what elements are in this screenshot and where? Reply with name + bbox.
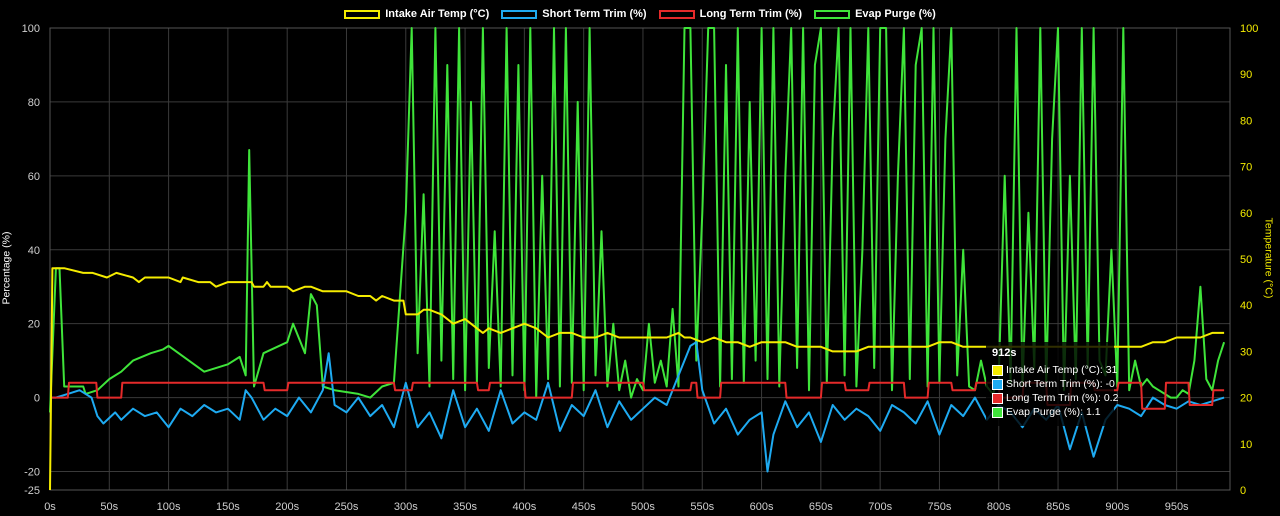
legend: Intake Air Temp (°C) Short Term Trim (%)… xyxy=(0,5,1280,23)
legend-item-short[interactable]: Short Term Trim (%) xyxy=(501,5,647,23)
x-tick-label: 950s xyxy=(1165,501,1189,513)
legend-label-long: Long Term Trim (%) xyxy=(699,8,803,20)
x-tick-label: 0s xyxy=(44,501,56,513)
y-tick-label: -25 xyxy=(24,485,40,497)
y2-tick-label: 40 xyxy=(1240,300,1252,312)
y2-axis-title: Temperature (°C) xyxy=(1262,217,1275,299)
y2-tick-label: 80 xyxy=(1240,115,1252,127)
y2-tick-label: 0 xyxy=(1240,485,1246,497)
legend-label-evap: Evap Purge (%) xyxy=(855,8,936,20)
tooltip-row-short: Short Term Trim (%): -0 xyxy=(992,377,1115,391)
y2-tick-label: 20 xyxy=(1240,393,1252,405)
y-tick-label: 60 xyxy=(28,171,40,183)
tooltip-swatch-intake xyxy=(992,364,1003,376)
x-tick-label: 850s xyxy=(1046,501,1070,513)
tooltip-row-long: Long Term Trim (%): 0.2 xyxy=(992,391,1118,405)
y2-tick-label: 50 xyxy=(1240,254,1252,266)
tooltip-text-short: Short Term Trim (%): -0 xyxy=(1006,378,1115,390)
tooltip-swatch-short xyxy=(992,378,1003,390)
x-tick-label: 650s xyxy=(809,501,833,513)
y-axis-left: -25 -20 0 20 40 60 80 100 xyxy=(22,23,40,497)
y-tick-label: 20 xyxy=(28,319,40,331)
plot-frame xyxy=(49,27,1231,491)
x-tick-label: 50s xyxy=(100,501,118,513)
tooltip-row-evap: Evap Purge (%): 1.1 xyxy=(992,405,1108,419)
x-tick-label: 150s xyxy=(216,501,240,513)
y2-tick-label: 100 xyxy=(1240,23,1258,35)
x-tick-label: 550s xyxy=(690,501,714,513)
x-tick-label: 250s xyxy=(335,501,359,513)
tooltip-row-intake: Intake Air Temp (°C): 31 xyxy=(992,363,1117,377)
y2-tick-label: 10 xyxy=(1240,439,1252,451)
y-tick-label: 40 xyxy=(28,245,40,257)
tooltip-title: 912s xyxy=(992,347,1017,359)
x-tick-label: 700s xyxy=(868,501,892,513)
y-axis-title: Percentage (%) xyxy=(0,231,13,305)
legend-item-intake[interactable]: Intake Air Temp (°C) xyxy=(344,5,489,23)
legend-label-short: Short Term Trim (%) xyxy=(542,8,647,20)
x-axis: 0s 50s 100s 150s 200s 250s 300s 350s 400s 450s 500… xyxy=(44,501,1189,513)
y2-tick-label: 60 xyxy=(1240,208,1252,220)
legend-swatch-long xyxy=(658,9,695,19)
tooltip-text-evap: Evap Purge (%): 1.1 xyxy=(1006,406,1101,418)
y-tick-label: 0 xyxy=(34,393,40,405)
y2-tick-label: 90 xyxy=(1240,69,1252,81)
x-tick-label: 100s xyxy=(157,501,181,513)
x-tick-label: 750s xyxy=(928,501,952,513)
y-tick-label: -20 xyxy=(24,467,40,479)
x-tick-label: 200s xyxy=(275,501,299,513)
y-axis-right: 0 10 20 30 40 50 60 70 80 90 100 xyxy=(1240,23,1258,497)
legend-swatch-short xyxy=(501,9,538,19)
x-tick-label: 800s xyxy=(987,501,1011,513)
tooltip-text-long: Long Term Trim (%): 0.2 xyxy=(1006,392,1119,404)
y2-tick-label: 30 xyxy=(1240,346,1252,358)
x-tick-label: 900s xyxy=(1105,501,1129,513)
legend-item-long[interactable]: Long Term Trim (%) xyxy=(658,5,803,23)
legend-swatch-intake xyxy=(344,9,381,19)
y-tick-label: 100 xyxy=(22,23,40,35)
tooltip: 912s Intake Air Temp (°C): 31 Short Term… xyxy=(986,342,1118,426)
legend-label-intake: Intake Air Temp (°C) xyxy=(385,8,490,20)
x-tick-label: 350s xyxy=(453,501,477,513)
y-tick-label: 80 xyxy=(28,97,40,109)
legend-swatch-evap xyxy=(814,9,851,19)
x-tick-label: 600s xyxy=(750,501,774,513)
tooltip-swatch-evap xyxy=(992,406,1003,418)
x-tick-label: 400s xyxy=(512,501,536,513)
legend-item-evap[interactable]: Evap Purge (%) xyxy=(814,5,936,23)
x-tick-label: 300s xyxy=(394,501,418,513)
tooltip-text-intake: Intake Air Temp (°C): 31 xyxy=(1006,364,1118,376)
tooltip-swatch-long xyxy=(992,392,1003,404)
x-tick-label: 450s xyxy=(572,501,596,513)
x-tick-label: 500s xyxy=(631,501,655,513)
y2-tick-label: 70 xyxy=(1240,162,1252,174)
